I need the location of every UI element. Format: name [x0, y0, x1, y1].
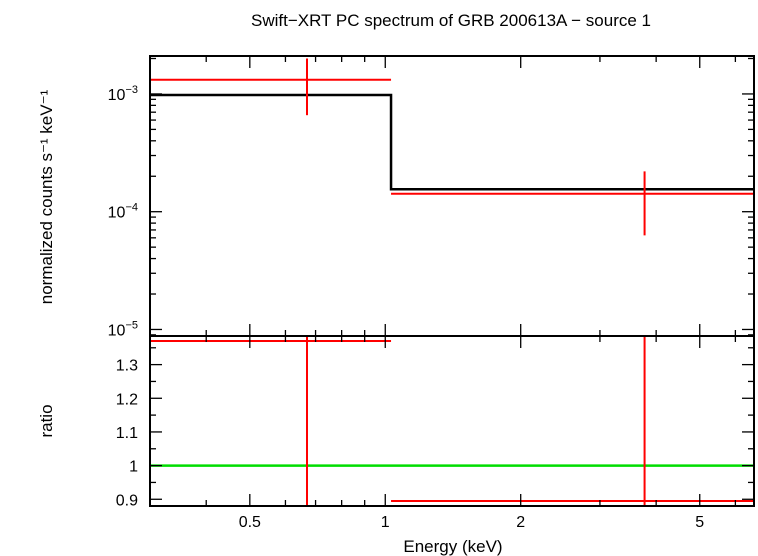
y-tick-label: 0.9: [116, 492, 138, 509]
y-tick-label-exponent: −5: [125, 319, 138, 331]
y-tick-label: 1.3: [116, 358, 138, 375]
y-tick-label: 10−4: [108, 202, 138, 222]
model-step-line: [150, 93, 754, 191]
y-tick-label-base: 10: [108, 205, 126, 222]
x-tick-label: 0.5: [239, 514, 261, 531]
x-tick-label: 5: [695, 514, 704, 531]
y-tick-label: 10−5: [108, 319, 138, 339]
x-axis-title: Energy (keV): [403, 537, 502, 556]
y-axis-title-spectrum: normalized counts s⁻¹ keV⁻¹: [37, 89, 56, 304]
spectrum-frame: [149, 55, 755, 337]
ratio-panel: 0.5 1 2 5 0.9 1 1.1 1.2 1.3: [116, 335, 755, 531]
y-tick-label-exponent: −4: [125, 202, 138, 214]
chart-title: Swift−XRT PC spectrum of GRB 200613A − s…: [251, 11, 651, 30]
y-tick-label-exponent: −3: [125, 84, 138, 96]
y-axis-title-ratio: ratio: [37, 404, 56, 437]
y-tick-label-base: 10: [108, 87, 126, 104]
y-tick-label-base: 10: [108, 322, 126, 339]
y-tick-label: 10−3: [108, 84, 138, 104]
x-tick-label: 2: [516, 514, 525, 531]
y-tick-label: 1.2: [116, 391, 138, 408]
y-tick-label: 1: [129, 459, 138, 476]
spectrum-panel: 10−510−410−3: [108, 55, 755, 339]
y-tick-label: 1.1: [116, 425, 138, 442]
x-tick-label: 1: [381, 514, 390, 531]
ratio-frame: [149, 335, 755, 507]
